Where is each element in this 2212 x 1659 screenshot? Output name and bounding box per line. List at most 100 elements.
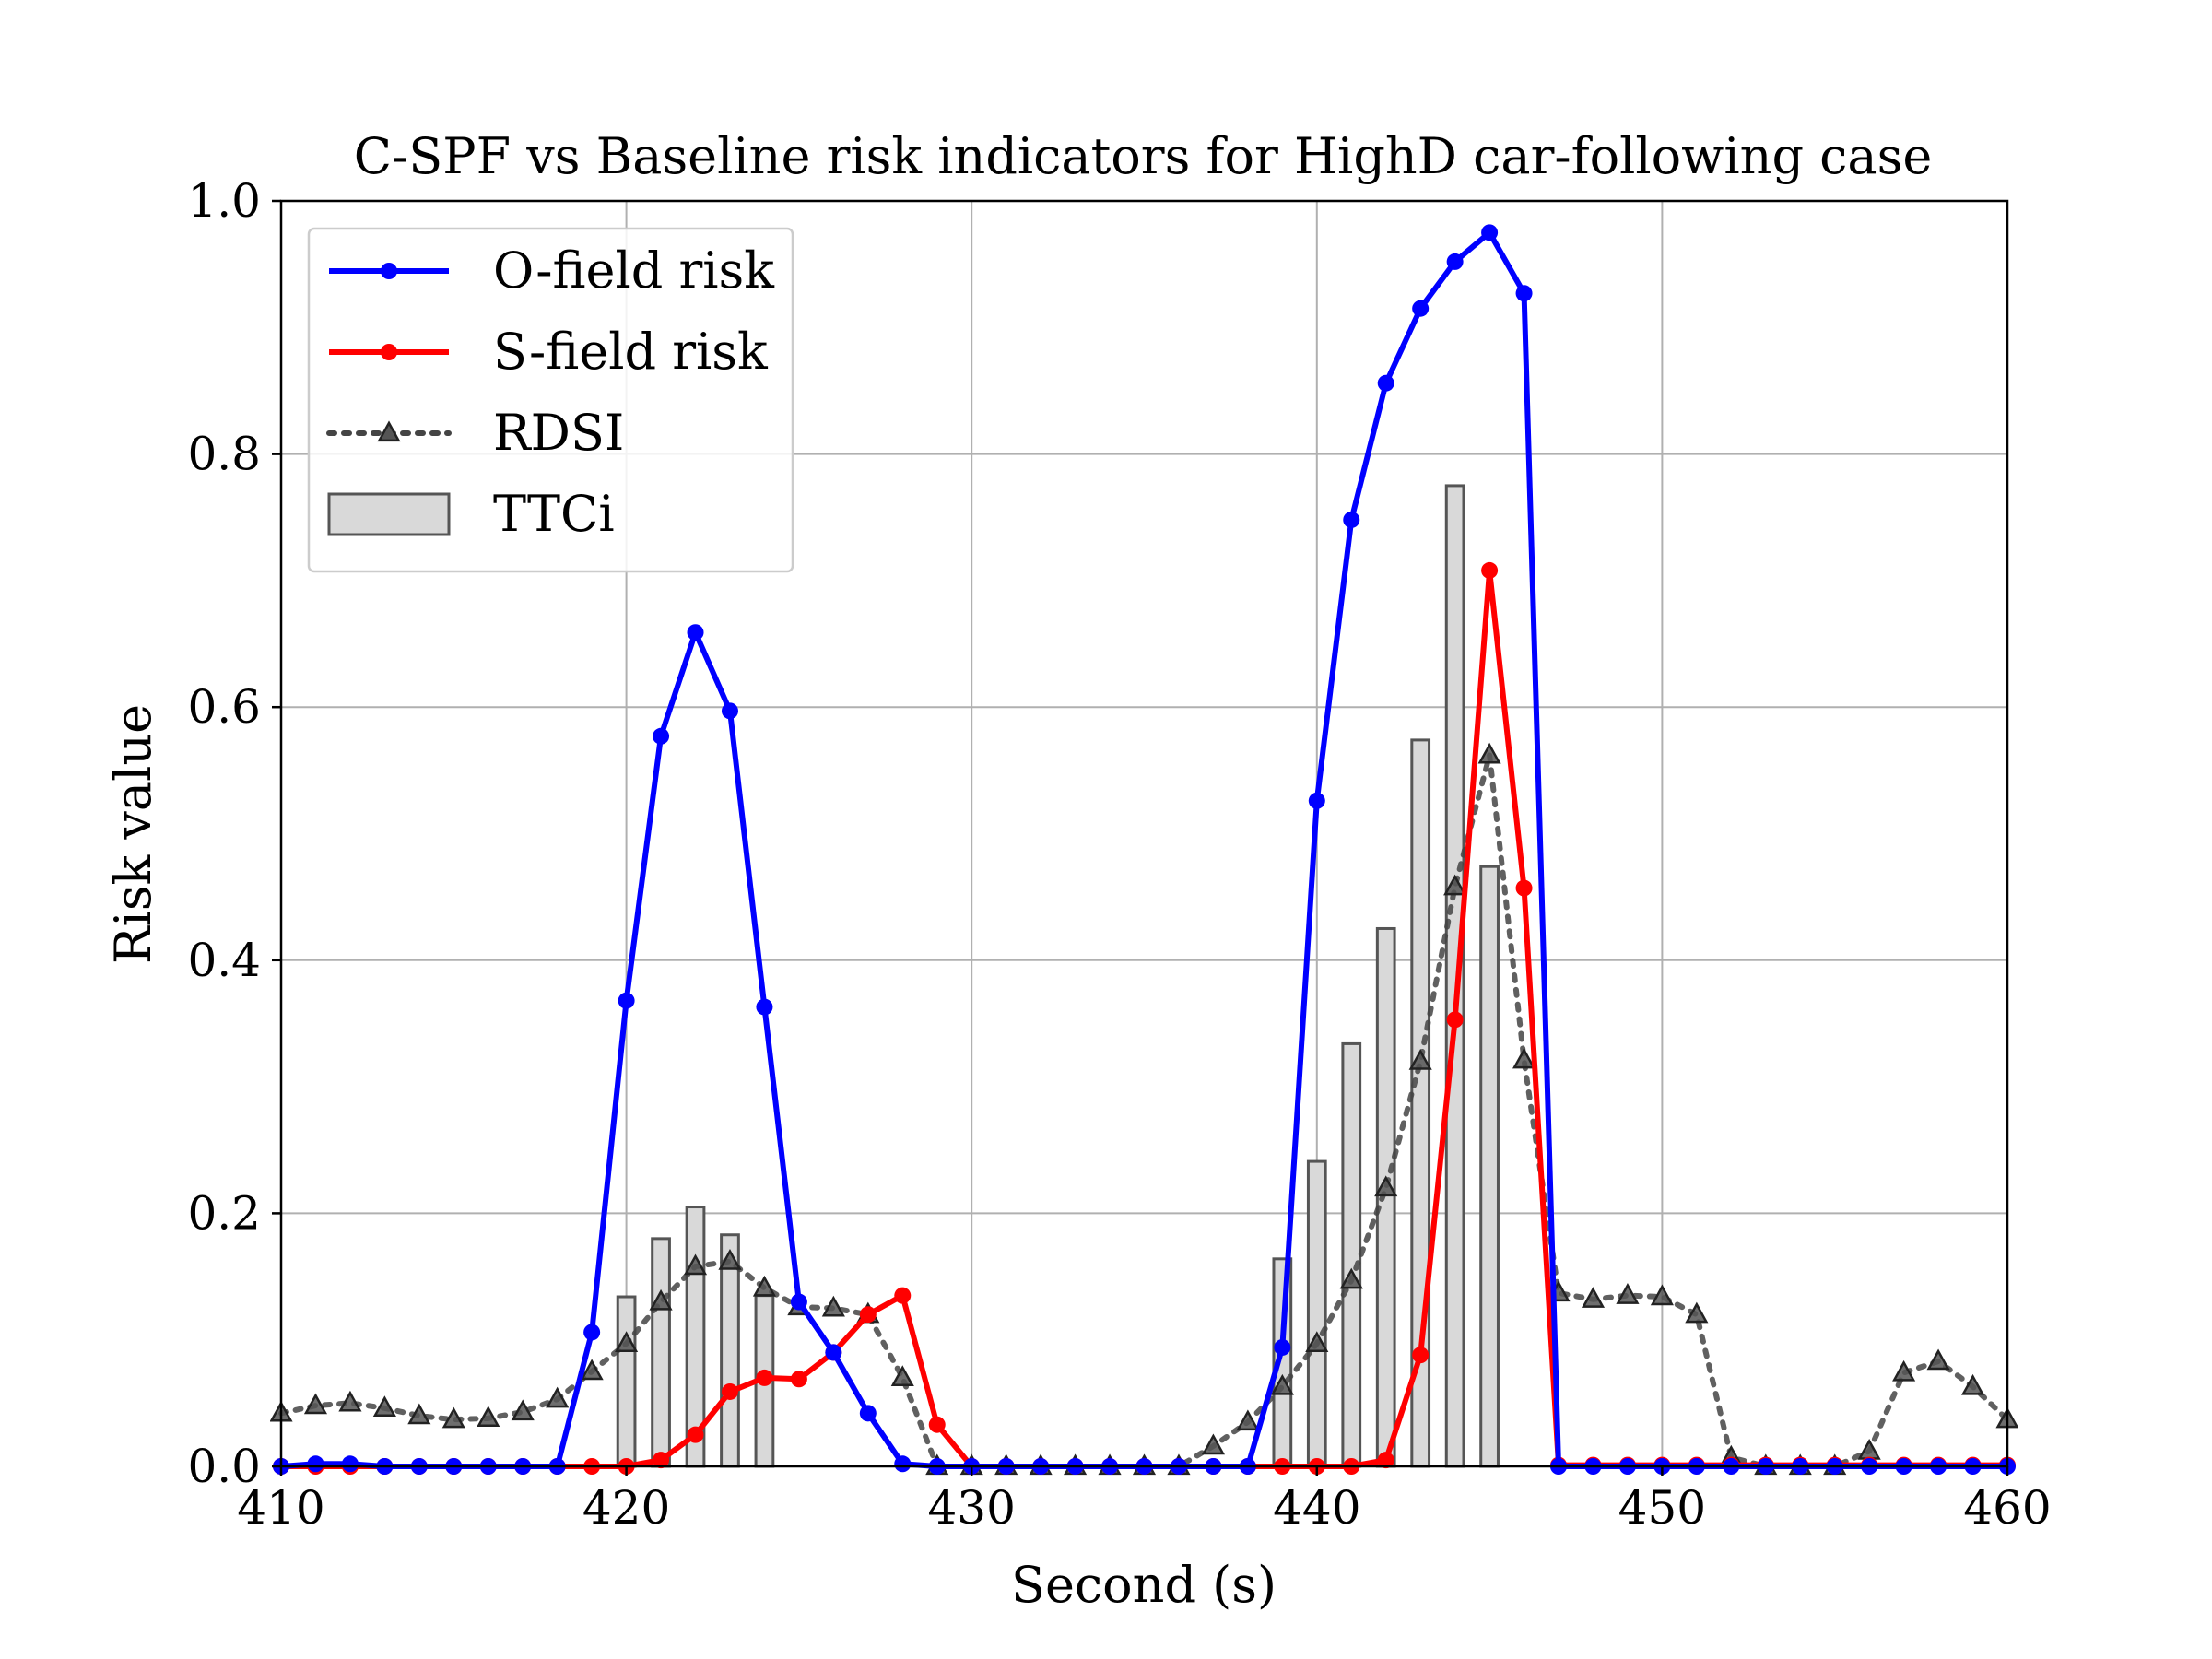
s-field-point [653, 1452, 670, 1469]
y-tick-label: 0.0 [187, 1440, 261, 1493]
plot-frame [279, 199, 2009, 1468]
x-axis-label: Second (s) [1011, 1556, 1277, 1614]
rdsi-point [1512, 1047, 1536, 1069]
o-field-point [1377, 374, 1394, 392]
s-field-point [859, 1306, 877, 1324]
legend-o-field-marker [381, 263, 397, 279]
x-tick-label: 450 [1618, 1481, 1706, 1535]
o-field-point [618, 992, 635, 1009]
y-axis-label: Risk value [104, 704, 162, 964]
s-field-point [1481, 561, 1499, 579]
o-field-point [825, 1344, 842, 1361]
x-tick-label: 410 [237, 1481, 324, 1535]
y-tick-label: 0.8 [187, 428, 261, 481]
o-field-point [790, 1293, 807, 1311]
rdsi-point [372, 1395, 396, 1418]
s-field-point [687, 1426, 704, 1443]
rdsi-point [1477, 742, 1501, 764]
x-tick-label: 420 [582, 1481, 670, 1535]
y-tick-label: 0.4 [187, 934, 261, 987]
rdsi-point [1616, 1283, 1640, 1304]
o-field-point [653, 727, 670, 745]
rdsi-point [1236, 1409, 1260, 1431]
y-tick-label: 1.0 [187, 174, 261, 228]
o-field-point [894, 1455, 912, 1473]
o-field-point [1412, 300, 1430, 317]
rdsi-point [649, 1288, 673, 1311]
s-field-point [790, 1371, 807, 1388]
rdsi-point [1650, 1284, 1674, 1306]
x-tick-label: 440 [1273, 1481, 1360, 1535]
rdsi-point [752, 1275, 777, 1297]
ttci-bar [1479, 865, 1500, 1468]
rdsi-point [1374, 1175, 1398, 1197]
rdsi-point [1892, 1359, 1916, 1382]
legend-ttci-label: TTCi [493, 485, 615, 543]
rdsi-point [1443, 874, 1467, 896]
s-field-point [928, 1416, 946, 1433]
s-field-point [1446, 1011, 1464, 1029]
legend-rdsi-label: RDSI [493, 404, 624, 462]
o-field-point [341, 1455, 359, 1473]
chart-title: C-SPF vs Baseline risk indicators for Hi… [354, 127, 1933, 185]
s-field-point [756, 1369, 773, 1386]
rdsi-point [407, 1403, 431, 1425]
o-field-point [721, 702, 738, 720]
legend: O-field risk S-field risk RDSI TTCi [307, 227, 794, 573]
legend-rdsi-marker [377, 420, 401, 442]
legend-box [307, 227, 794, 573]
o-field-point [583, 1324, 601, 1341]
rdsi-point [1960, 1373, 1985, 1395]
o-field-point [307, 1455, 324, 1473]
o-field-point [1481, 224, 1499, 241]
rdsi-point [1581, 1287, 1606, 1308]
rdsi-point [1926, 1348, 1950, 1371]
rdsi-point [546, 1386, 570, 1408]
o-field-point [687, 624, 704, 641]
o-field-point [756, 998, 773, 1016]
rdsi-point [821, 1295, 845, 1317]
x-tick-label: 460 [1963, 1481, 2051, 1535]
s-field-point [1515, 879, 1533, 897]
o-field-point [1515, 285, 1533, 302]
rdsi-point [890, 1365, 914, 1387]
rdsi-point [1305, 1331, 1329, 1352]
rdsi-point [615, 1331, 639, 1352]
o-field-point [1446, 253, 1464, 270]
legend-s-field-marker [381, 344, 397, 360]
ttci-bar [1341, 1041, 1362, 1468]
rdsi-point [1408, 1049, 1432, 1070]
legend-ttci-swatch [327, 492, 451, 536]
ttci-bar [616, 1295, 637, 1468]
rdsi-point [1685, 1301, 1709, 1324]
rdsi-point [441, 1406, 465, 1429]
legend-o-field-label: O-field risk [493, 241, 775, 300]
s-field-point [894, 1287, 912, 1304]
axis-ticks: 410 420 430 440 450 460 0.0 0.2 0.4 0.6 0.8 1.0 [187, 174, 2051, 1535]
x-tick-label: 430 [927, 1481, 1015, 1535]
y-tick-label: 0.6 [187, 680, 261, 734]
rdsi-point [580, 1359, 604, 1381]
rdsi-point [477, 1406, 500, 1427]
s-field-point [1377, 1452, 1394, 1469]
o-field-point [1343, 511, 1360, 528]
s-field-point [1412, 1347, 1430, 1364]
o-field-point [1308, 792, 1325, 809]
o-field-point [1274, 1338, 1291, 1356]
legend-s-field-label: S-field risk [493, 323, 769, 381]
rdsi-point [303, 1393, 328, 1415]
rdsi-point [338, 1390, 362, 1412]
rdsi-point [1339, 1267, 1363, 1289]
o-field-point [859, 1405, 877, 1422]
grid [280, 200, 2008, 1467]
ttci-bar [1306, 1159, 1327, 1468]
ttci-bar [651, 1237, 671, 1468]
rdsi-point [1270, 1373, 1294, 1395]
rdsi-point [511, 1399, 535, 1421]
y-tick-label: 0.2 [187, 1186, 261, 1240]
rdsi-point [1201, 1433, 1225, 1455]
rdsi-point [683, 1253, 708, 1276]
s-field-point [721, 1382, 738, 1400]
rdsi-point [718, 1248, 742, 1270]
